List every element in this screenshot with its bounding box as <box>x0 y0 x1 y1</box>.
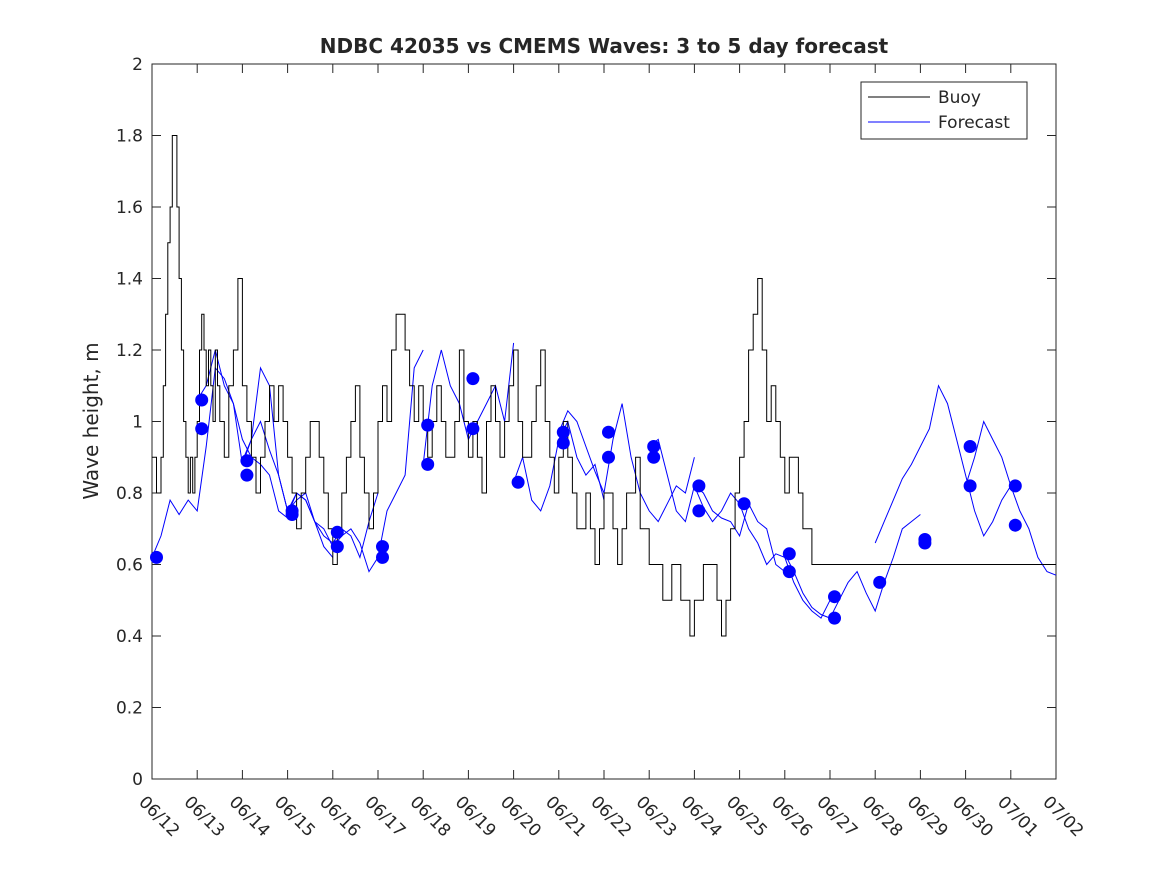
forecast-marker <box>692 504 706 518</box>
axes-box <box>151 63 1057 780</box>
forecast-marker <box>195 393 209 407</box>
forecast-marker <box>692 479 706 493</box>
chart-title: NDBC 42035 vs CMEMS Waves: 3 to 5 day fo… <box>320 34 889 58</box>
y-tick-label: 0.2 <box>116 699 143 719</box>
y-tick-label: 0 <box>132 770 143 790</box>
y-tick-label: 0.8 <box>116 484 143 504</box>
forecast-marker <box>376 540 389 554</box>
y-axis-label: Wave height, m <box>79 342 103 499</box>
y-axis-ticks: 0 0.2 0.4 0.6 0.8 1 1.2 1.4 1.6 1.8 2 <box>116 55 1056 790</box>
forecast-marker <box>602 425 615 439</box>
forecast-marker <box>376 550 389 564</box>
y-tick-label: 0.4 <box>116 627 143 647</box>
forecast-marker <box>918 536 932 550</box>
forecast-marker <box>330 540 344 554</box>
forecast-marker <box>330 525 344 539</box>
y-tick-label: 0.6 <box>116 556 143 576</box>
legend-forecast-label: Forecast <box>938 113 1010 133</box>
forecast-line <box>693 485 831 619</box>
forecast-marker <box>782 547 796 561</box>
forecast-marker <box>737 497 751 511</box>
forecast-marker <box>511 475 525 489</box>
forecast-line <box>874 384 1012 544</box>
forecast-line <box>196 349 334 558</box>
y-tick-label: 1.2 <box>116 341 143 361</box>
forecast-markers <box>150 372 1022 625</box>
forecast-marker <box>828 611 841 625</box>
forecast-marker <box>150 550 163 564</box>
buoy-line <box>152 135 1056 637</box>
plot-area: 00.20.40.60.811.21.41.61.82 06/1206/1306… <box>116 55 1087 841</box>
forecast-marker <box>285 508 299 521</box>
legend: Buoy Forecast <box>860 81 1028 140</box>
forecast-marker <box>195 422 209 436</box>
forecast-marker <box>963 440 977 453</box>
buoy-series <box>152 135 1056 637</box>
forecast-marker <box>782 565 796 579</box>
forecast-line <box>648 438 786 572</box>
forecast-marker <box>421 418 435 432</box>
forecast-marker <box>828 590 841 604</box>
forecast-marker <box>647 450 661 464</box>
y-tick-label: 1 <box>132 413 143 433</box>
y-tick-label: 1.4 <box>116 270 143 290</box>
forecast-marker <box>556 425 570 439</box>
forecast-line <box>784 514 921 619</box>
forecast-marker <box>421 457 435 471</box>
y-tick-label: 1.6 <box>116 198 143 218</box>
forecast-marker <box>963 479 977 493</box>
forecast-marker <box>1008 479 1022 493</box>
legend-buoy-label: Buoy <box>938 88 981 108</box>
forecast-marker <box>556 436 570 450</box>
y-tick-label: 1.8 <box>116 127 143 147</box>
forecast-marker <box>240 468 254 482</box>
forecast-marker <box>602 450 615 464</box>
forecast-line <box>287 349 424 573</box>
forecast-marker <box>647 440 661 453</box>
forecast-marker <box>466 372 480 386</box>
legend-box <box>860 81 1028 140</box>
forecast-marker <box>240 454 254 468</box>
forecast-marker <box>466 422 480 436</box>
forecast-marker <box>1008 518 1022 532</box>
y-tick-label: 2 <box>132 55 143 75</box>
forecast-marker <box>873 575 887 589</box>
forecast-line <box>151 366 288 558</box>
